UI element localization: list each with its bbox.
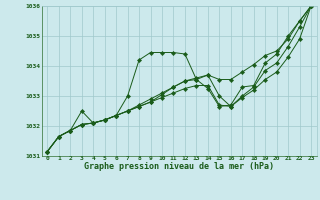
X-axis label: Graphe pression niveau de la mer (hPa): Graphe pression niveau de la mer (hPa) <box>84 162 274 171</box>
